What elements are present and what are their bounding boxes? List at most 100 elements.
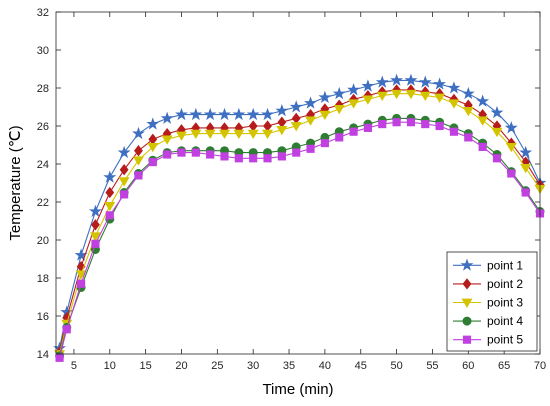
data-point-point-5 <box>478 142 487 151</box>
data-point-point-3 <box>376 91 388 101</box>
x-tick-label: 20 <box>175 360 187 372</box>
legend-label-point-2: point 2 <box>487 277 523 291</box>
y-tick-label: 28 <box>37 83 49 95</box>
legend-label-point-3: point 3 <box>487 296 523 310</box>
data-point-point-3 <box>175 131 187 141</box>
data-point-point-1 <box>261 107 274 121</box>
data-point-point-5 <box>277 152 286 161</box>
data-point-point-3 <box>190 129 202 139</box>
data-point-point-3 <box>147 143 159 153</box>
data-point-point-5 <box>234 154 243 163</box>
y-tick-label: 20 <box>37 235 49 247</box>
data-point-point-3 <box>247 129 259 139</box>
data-point-point-3 <box>405 89 417 100</box>
data-point-point-3 <box>391 89 403 100</box>
data-point-point-5 <box>406 118 416 127</box>
data-point-point-5 <box>320 139 329 148</box>
data-point-point-1 <box>175 107 188 121</box>
data-point-point-3 <box>204 129 216 139</box>
data-point-point-1 <box>347 83 361 96</box>
data-point-point-1 <box>361 79 375 92</box>
data-point-point-5 <box>220 152 229 161</box>
y-tick-label: 24 <box>37 159 49 171</box>
data-point-point-1 <box>390 73 404 86</box>
legend-marker-point-3 <box>461 298 473 308</box>
data-point-point-5 <box>464 133 473 142</box>
data-point-point-5 <box>392 118 401 127</box>
data-point-point-5 <box>507 169 516 178</box>
data-point-point-5 <box>349 127 358 136</box>
legend-box <box>446 251 538 352</box>
y-tick-label: 30 <box>37 45 49 57</box>
series-point-3 <box>54 89 546 360</box>
data-point-point-3 <box>319 110 331 120</box>
data-point-point-2 <box>91 219 100 231</box>
data-point-point-1 <box>189 107 203 121</box>
data-point-point-3 <box>233 129 245 139</box>
data-point-point-1 <box>74 248 88 261</box>
data-point-point-5 <box>77 279 86 288</box>
data-point-point-3 <box>161 135 173 145</box>
y-tick-label: 16 <box>37 311 49 323</box>
data-point-point-5 <box>335 133 344 142</box>
y-tick-label: 22 <box>37 197 49 209</box>
data-point-point-1 <box>275 104 289 117</box>
legend-label-point-1: point 1 <box>487 258 523 272</box>
data-point-point-5 <box>263 154 272 163</box>
data-point-point-1 <box>418 75 432 88</box>
data-point-point-1 <box>88 204 102 217</box>
axes-layer: 5 10 15 20 25 30 35 40 45 50 55 60 65 70 14 16 18 20 22 24 2… <box>37 7 546 372</box>
data-point-point-3 <box>362 95 374 105</box>
data-point-point-3 <box>262 129 274 139</box>
data-point-point-1 <box>103 170 117 183</box>
data-point-point-3 <box>419 91 431 101</box>
x-tick-label: 35 <box>283 360 295 372</box>
data-point-point-1 <box>447 81 461 94</box>
data-point-point-1 <box>160 111 174 124</box>
x-tick-label: 60 <box>462 360 474 372</box>
x-tick-label: 15 <box>140 360 152 372</box>
data-point-point-1 <box>146 117 160 130</box>
data-point-point-3 <box>462 106 474 117</box>
data-point-point-3 <box>118 177 130 187</box>
x-tick-label: 10 <box>104 360 116 372</box>
x-tick-label: 5 <box>71 360 77 372</box>
data-point-point-1 <box>433 77 447 90</box>
legend: point 1 point 2 point 3 point 4 point 5 <box>446 251 538 352</box>
data-point-point-1 <box>246 107 260 121</box>
x-axis-title: Time (min) <box>262 381 333 398</box>
data-point-point-5 <box>120 190 129 199</box>
data-point-point-5 <box>105 211 114 220</box>
data-point-point-5 <box>191 148 200 157</box>
data-layer <box>53 73 547 362</box>
data-point-point-5 <box>134 171 143 180</box>
data-point-point-3 <box>520 163 532 174</box>
y-tick-label: 32 <box>37 7 49 19</box>
x-tick-label: 70 <box>534 360 546 372</box>
data-point-point-5 <box>163 150 172 159</box>
x-tick-label: 50 <box>390 360 402 372</box>
y-tick-label: 14 <box>37 349 49 361</box>
data-point-point-5 <box>435 121 444 131</box>
data-point-point-3 <box>448 99 460 109</box>
data-point-point-1 <box>132 126 145 140</box>
data-point-point-1 <box>218 107 231 121</box>
y-tick-label: 18 <box>37 273 49 285</box>
data-point-point-3 <box>491 127 503 138</box>
x-tick-label: 45 <box>355 360 367 372</box>
data-point-point-1 <box>490 105 504 119</box>
legend-label-point-5: point 5 <box>487 333 523 347</box>
data-point-point-1 <box>461 86 475 100</box>
data-point-point-5 <box>363 123 372 132</box>
data-point-point-1 <box>332 86 346 100</box>
y-axis-title: Temperature (℃) <box>7 125 24 240</box>
data-point-point-1 <box>203 107 217 121</box>
data-point-point-5 <box>91 239 100 248</box>
x-tick-label: 40 <box>319 360 331 372</box>
data-point-point-5 <box>292 148 301 157</box>
data-point-point-5 <box>492 154 502 163</box>
data-point-point-1 <box>375 75 389 88</box>
data-point-point-5 <box>449 127 459 136</box>
data-point-point-3 <box>219 129 231 139</box>
